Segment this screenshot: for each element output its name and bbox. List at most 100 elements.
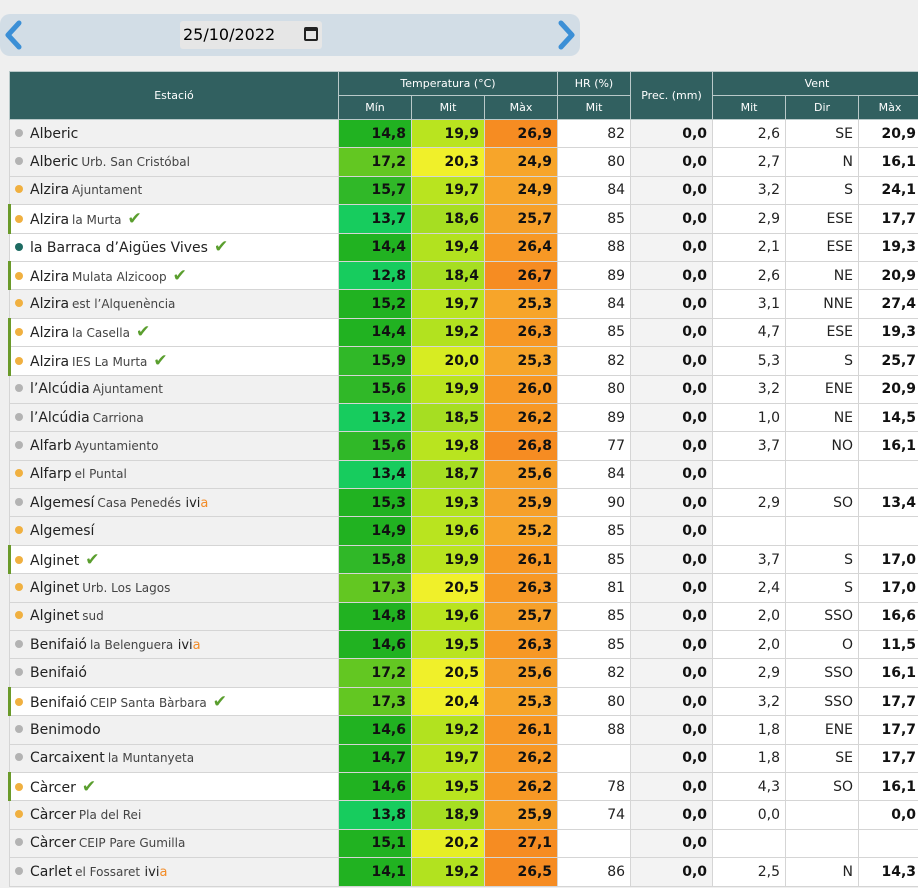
table-row[interactable]: Benimodo 14,6 19,2 26,1 88 0,0 1,8 ENE 17,7 — [9, 715, 918, 745]
station-name[interactable]: Carlet — [30, 863, 73, 880]
station-name[interactable]: l’Alcúdia — [30, 409, 90, 426]
station-name[interactable]: Alzira — [30, 353, 70, 370]
station-cell[interactable]: Algemesí — [9, 516, 339, 546]
table-row[interactable]: Càrcer ✔ 14,6 19,5 26,2 78 0,0 4,3 SO 16,1 — [8, 771, 918, 802]
station-cell[interactable]: Càrcer Pla del Rei — [9, 800, 339, 830]
station-cell[interactable]: l’Alcúdia Carriona — [9, 402, 339, 433]
station-name[interactable]: Alfarp — [30, 466, 72, 483]
station-cell[interactable]: Carlet el Fossaret ivia — [9, 857, 339, 887]
station-name[interactable]: Alginet — [30, 552, 80, 569]
station-cell[interactable]: Alzira la Casella ✔ — [8, 317, 339, 348]
station-name[interactable]: la Barraca d’Aigües Vives — [30, 240, 208, 257]
table-row[interactable]: Benifaió CEIP Santa Bàrbara ✔ 17,3 20,4 25,3 8… — [8, 686, 918, 717]
header-wind-mit[interactable]: Mit — [712, 95, 787, 120]
station-cell[interactable]: Alzira Ajuntament — [9, 175, 339, 206]
next-day-button[interactable] — [552, 18, 580, 52]
wind-max-cell: 17,7 — [858, 715, 918, 745]
table-row[interactable]: Alzira la Murta ✔ 13,7 18,6 25,7 85 0,0 2,9 ESE 17… — [8, 204, 918, 234]
station-name[interactable]: Alginet — [30, 579, 80, 596]
table-row[interactable]: Carcaixent la Muntanyeta 14,7 19,7 26,2 0,0 1,… — [9, 743, 918, 773]
station-cell[interactable]: Benifaió la Belenguera ivia — [9, 630, 339, 660]
station-cell[interactable]: Alzira est l’Alquenència — [9, 289, 339, 319]
station-cell[interactable]: Benimodo — [9, 715, 339, 745]
station-cell[interactable]: Alfarp el Puntal — [9, 459, 339, 490]
station-cell[interactable]: Alfarb Ayuntamiento — [9, 431, 339, 461]
station-name[interactable]: Alzira — [30, 211, 70, 228]
station-cell[interactable]: Alginet ✔ — [8, 544, 339, 575]
status-dot-icon — [15, 526, 23, 535]
station-name[interactable]: Càrcer — [30, 779, 76, 796]
table-row[interactable]: l’Alcúdia Carriona 13,2 18,5 26,2 89 0,0 1,0 NE 1… — [9, 402, 918, 433]
table-row[interactable]: Alzira Mulata Alzicoop ✔ 12,8 18,4 26,7 89 0,0 2… — [8, 260, 918, 291]
table-row[interactable]: la Barraca d’Aigües Vives ✔ 14,4 19,4 26,4 88… — [9, 232, 918, 262]
temp-min-cell: 15,3 — [338, 488, 412, 518]
station-cell[interactable]: la Barraca d’Aigües Vives ✔ — [9, 232, 339, 262]
table-row[interactable]: Benifaió la Belenguera ivia 14,6 19,5 26,3 85… — [9, 630, 918, 660]
header-temp-max[interactable]: Màx — [483, 95, 559, 120]
header-temp-min[interactable]: Mín — [338, 95, 412, 120]
station-cell[interactable]: Càrcer CEIP Pare Gumilla — [9, 828, 339, 859]
station-name[interactable]: Alginet — [30, 608, 80, 625]
station-cell[interactable]: Càrcer ✔ — [8, 771, 339, 802]
table-row[interactable]: Alberic Urb. San Cristóbal 17,2 20,3 24,9 80 0… — [9, 147, 918, 177]
station-cell[interactable]: Benifaió CEIP Santa Bàrbara ✔ — [8, 686, 339, 717]
table-row[interactable]: l’Alcúdia Ajuntament 15,6 19,9 26,0 80 0,0 3,2 E… — [9, 374, 918, 404]
table-row[interactable]: Algemesí Casa Penedés ivia 15,3 19,3 25,9 90 0… — [9, 488, 918, 518]
table-row[interactable]: Alginet sud 14,8 19,6 25,7 85 0,0 2,0 SSO 16,6 — [9, 601, 918, 632]
station-name[interactable]: Alzira — [30, 325, 70, 342]
table-row[interactable]: Alzira Ajuntament 15,7 19,7 24,9 84 0,0 3,2 S 24,… — [9, 175, 918, 206]
table-row[interactable]: Alginet ✔ 15,8 19,9 26,1 85 0,0 3,7 S 17,0 — [8, 544, 918, 575]
temp-max-cell: 25,7 — [483, 601, 559, 632]
station-name[interactable]: Alfarb — [30, 437, 72, 454]
table-row[interactable]: Alfarp el Puntal 13,4 18,7 25,6 84 0,0 — [9, 459, 918, 490]
station-name[interactable]: Càrcer — [30, 807, 76, 824]
station-name[interactable]: Alzira — [30, 268, 70, 285]
table-row[interactable]: Càrcer CEIP Pare Gumilla 15,1 20,2 27,1 0,0 — [9, 828, 918, 859]
station-name[interactable]: Alzira — [30, 296, 70, 313]
table-row[interactable]: Alzira IES La Murta ✔ 15,9 20,0 25,3 82 0,0 5,3 S… — [8, 346, 918, 376]
header-hr-mit[interactable]: Mit — [557, 95, 632, 120]
station-cell[interactable]: Alginet Urb. Los Lagos — [9, 573, 339, 603]
header-temp-mit[interactable]: Mit — [411, 95, 485, 120]
table-row[interactable]: Alberic 14,8 19,9 26,9 82 0,0 2,6 SE 20,9 — [9, 118, 918, 149]
header-prec[interactable]: Prec. (mm) — [630, 71, 714, 120]
table-row[interactable]: Alginet Urb. Los Lagos 17,3 20,5 26,3 81 0,0 2,… — [9, 573, 918, 603]
station-cell[interactable]: Alzira IES La Murta ✔ — [8, 346, 339, 376]
table-row[interactable]: Alzira la Casella ✔ 14,4 19,2 26,3 85 0,0 4,7 ESE… — [8, 317, 918, 348]
table-row[interactable]: Carlet el Fossaret ivia 14,1 19,2 26,5 86 0,0 2… — [9, 857, 918, 887]
table-row[interactable]: Alfarb Ayuntamiento 15,6 19,8 26,8 77 0,0 3,7 NO… — [9, 431, 918, 461]
station-name[interactable]: Benifaió — [30, 636, 87, 653]
header-station[interactable]: Estació — [9, 71, 339, 120]
table-row[interactable]: Alzira est l’Alquenència 15,2 19,7 25,3 84 0,0… — [9, 289, 918, 319]
date-input[interactable]: 25/10/2022 — [180, 21, 322, 49]
station-name[interactable]: Algemesí — [30, 494, 95, 511]
hr-cell: 85 — [557, 544, 632, 575]
station-name[interactable]: Algemesí — [30, 523, 95, 540]
station-cell[interactable]: Alberic — [9, 118, 339, 149]
station-cell[interactable]: Alzira la Murta ✔ — [8, 204, 339, 234]
station-cell[interactable]: Alzira Mulata Alzicoop ✔ — [8, 260, 339, 291]
station-name[interactable]: Benimodo — [30, 721, 101, 738]
table-row[interactable]: Algemesí 14,9 19,6 25,2 85 0,0 — [9, 516, 918, 546]
previous-day-button[interactable] — [0, 18, 28, 52]
station-name[interactable]: Alberic — [30, 125, 79, 142]
table-row[interactable]: Benifaió 17,2 20,5 25,6 82 0,0 2,9 SSO 16,1 — [9, 658, 918, 688]
station-name[interactable]: Càrcer — [30, 835, 76, 852]
station-cell[interactable]: l’Alcúdia Ajuntament — [9, 374, 339, 404]
table-row[interactable]: Càrcer Pla del Rei 13,8 18,9 25,9 74 0,0 0,0 0,0 — [9, 800, 918, 830]
station-name[interactable]: l’Alcúdia — [30, 381, 90, 398]
calendar-icon[interactable] — [304, 27, 318, 41]
station-cell[interactable]: Carcaixent la Muntanyeta — [9, 743, 339, 773]
station-cell[interactable]: Alberic Urb. San Cristóbal — [9, 147, 339, 177]
station-name[interactable]: Alberic — [30, 154, 79, 171]
station-name[interactable]: Benifaió — [30, 665, 87, 682]
header-wind-dir[interactable]: Dir — [785, 95, 860, 120]
station-name[interactable]: Alzira — [30, 182, 70, 199]
station-cell[interactable]: Alginet sud — [9, 601, 339, 632]
station-cell[interactable]: Benifaió — [9, 658, 339, 688]
station-cell[interactable]: Algemesí Casa Penedés ivia — [9, 488, 339, 518]
station-name[interactable]: Carcaixent — [30, 750, 105, 767]
header-wind-max[interactable]: Màx — [858, 95, 918, 120]
wind-mit-cell: 3,2 — [712, 374, 787, 404]
station-name[interactable]: Benifaió — [30, 694, 87, 711]
